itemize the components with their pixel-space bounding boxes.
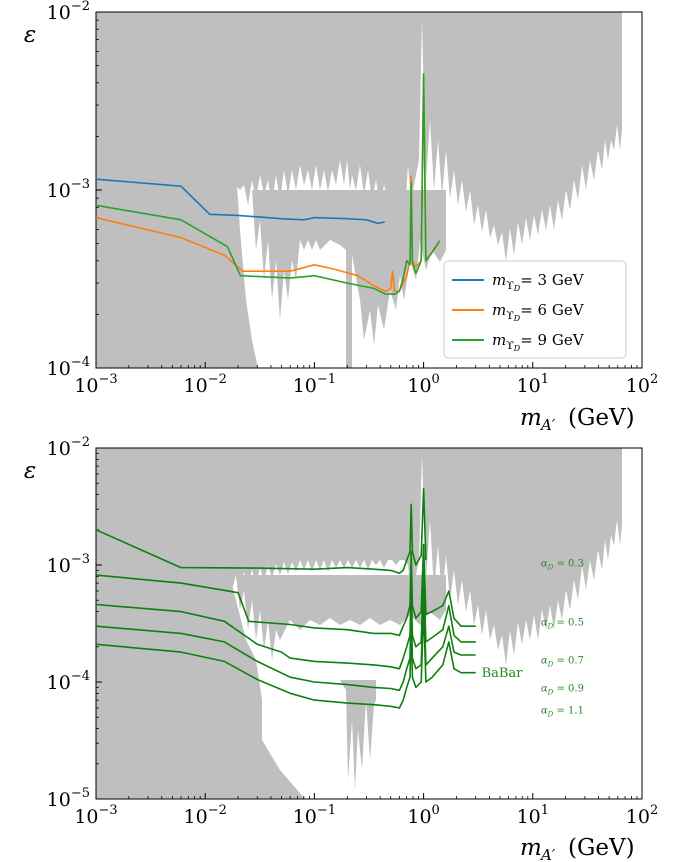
alpha-annotation-3: αD = 0.9	[541, 683, 584, 696]
bottom-excluded-spikes	[236, 575, 446, 660]
top-x-tick-label: 100	[407, 372, 439, 397]
top-x-axis-label-sub: A′	[539, 416, 556, 434]
top-y-tick-label: 10−4	[47, 355, 90, 380]
bottom-excluded-main	[96, 448, 622, 665]
babar-label: BaBar	[482, 666, 524, 681]
alpha-annotation-0: αD = 0.3	[541, 559, 584, 572]
bottom-series-line-4	[96, 608, 476, 709]
bottom-series-line-1	[96, 543, 476, 637]
top-x-tick-label: 10−2	[184, 372, 227, 397]
top-x-tick-label: 101	[517, 372, 549, 397]
bottom-panel: 10−3 10−2 10−1 100 101 102 10−5 10−4 10−3 10−2 αD…	[24, 435, 658, 862]
legend-label-2: mϒD= 9 GeV	[492, 331, 585, 353]
bottom-x-tick-label: 101	[517, 803, 549, 828]
top-excluded-main	[96, 12, 622, 262]
top-excluded-lowmass	[96, 170, 258, 368]
bottom-ticks: 10−3 10−2 10−1 100 101 102 10−5 10−4 10−3 10−2	[47, 435, 659, 828]
bottom-y-axis-label: ε	[24, 458, 36, 484]
bottom-excluded-lowmass	[96, 570, 305, 799]
legend-label-1: mϒD= 6 GeV	[492, 301, 585, 323]
bottom-x-tick-label: 10−2	[184, 803, 227, 828]
bottom-annotations: αD = 0.3 αD = 0.5 αD = 0.7 αD = 0.9 αD = 1.1	[541, 559, 584, 719]
top-legend: mϒD= 3 GeV mϒD= 6 GeV mϒD= 9 GeV	[443, 260, 627, 359]
bottom-axes-frame	[95, 447, 643, 800]
bottom-x-tick-label: 10−1	[293, 803, 336, 828]
bottom-series-line-0	[96, 487, 427, 575]
bottom-x-tick-label: 10−3	[74, 803, 117, 828]
top-series-lines	[96, 72, 441, 295]
bottom-x-tick-label: 100	[407, 803, 439, 828]
bottom-series-lines	[96, 487, 476, 709]
bottom-y-tick-label: 10−3	[47, 552, 90, 577]
bottom-excluded-pion	[340, 680, 376, 790]
top-x-tick-label: 10−1	[293, 372, 336, 397]
bottom-x-tick-label: 102	[626, 803, 658, 828]
bottom-x-axis-label-unit: (GeV)	[568, 835, 635, 861]
top-x-axis-label-main: m	[520, 405, 542, 431]
top-x-tick-label: 10−3	[74, 372, 117, 397]
top-series-line-2	[96, 72, 441, 295]
top-y-tick-label: 10−3	[47, 177, 90, 202]
top-x-axis-label-unit: (GeV)	[568, 405, 635, 431]
bottom-y-tick-label: 10−2	[47, 435, 90, 460]
bottom-y-tick-label: 10−5	[47, 786, 90, 811]
legend-label-0: mϒD= 3 GeV	[492, 271, 585, 293]
bottom-x-axis-label-sub: A′	[539, 846, 556, 862]
alpha-annotation-1: αD = 0.5	[541, 617, 584, 630]
bottom-y-tick-label: 10−4	[47, 669, 90, 694]
legend-box	[443, 260, 627, 359]
top-x-tick-label: 102	[626, 372, 658, 397]
top-y-axis-label: ε	[24, 22, 36, 48]
top-y-tick-label: 10−2	[47, 0, 90, 24]
alpha-annotation-4: αD = 1.1	[541, 706, 584, 719]
alpha-annotation-2: αD = 0.7	[541, 656, 584, 669]
top-excluded-spikes	[252, 190, 446, 345]
bottom-excluded-region	[96, 448, 622, 799]
top-series-line-0	[96, 178, 385, 225]
top-excluded-region	[96, 12, 622, 368]
bottom-x-axis-label-main: m	[520, 835, 542, 861]
